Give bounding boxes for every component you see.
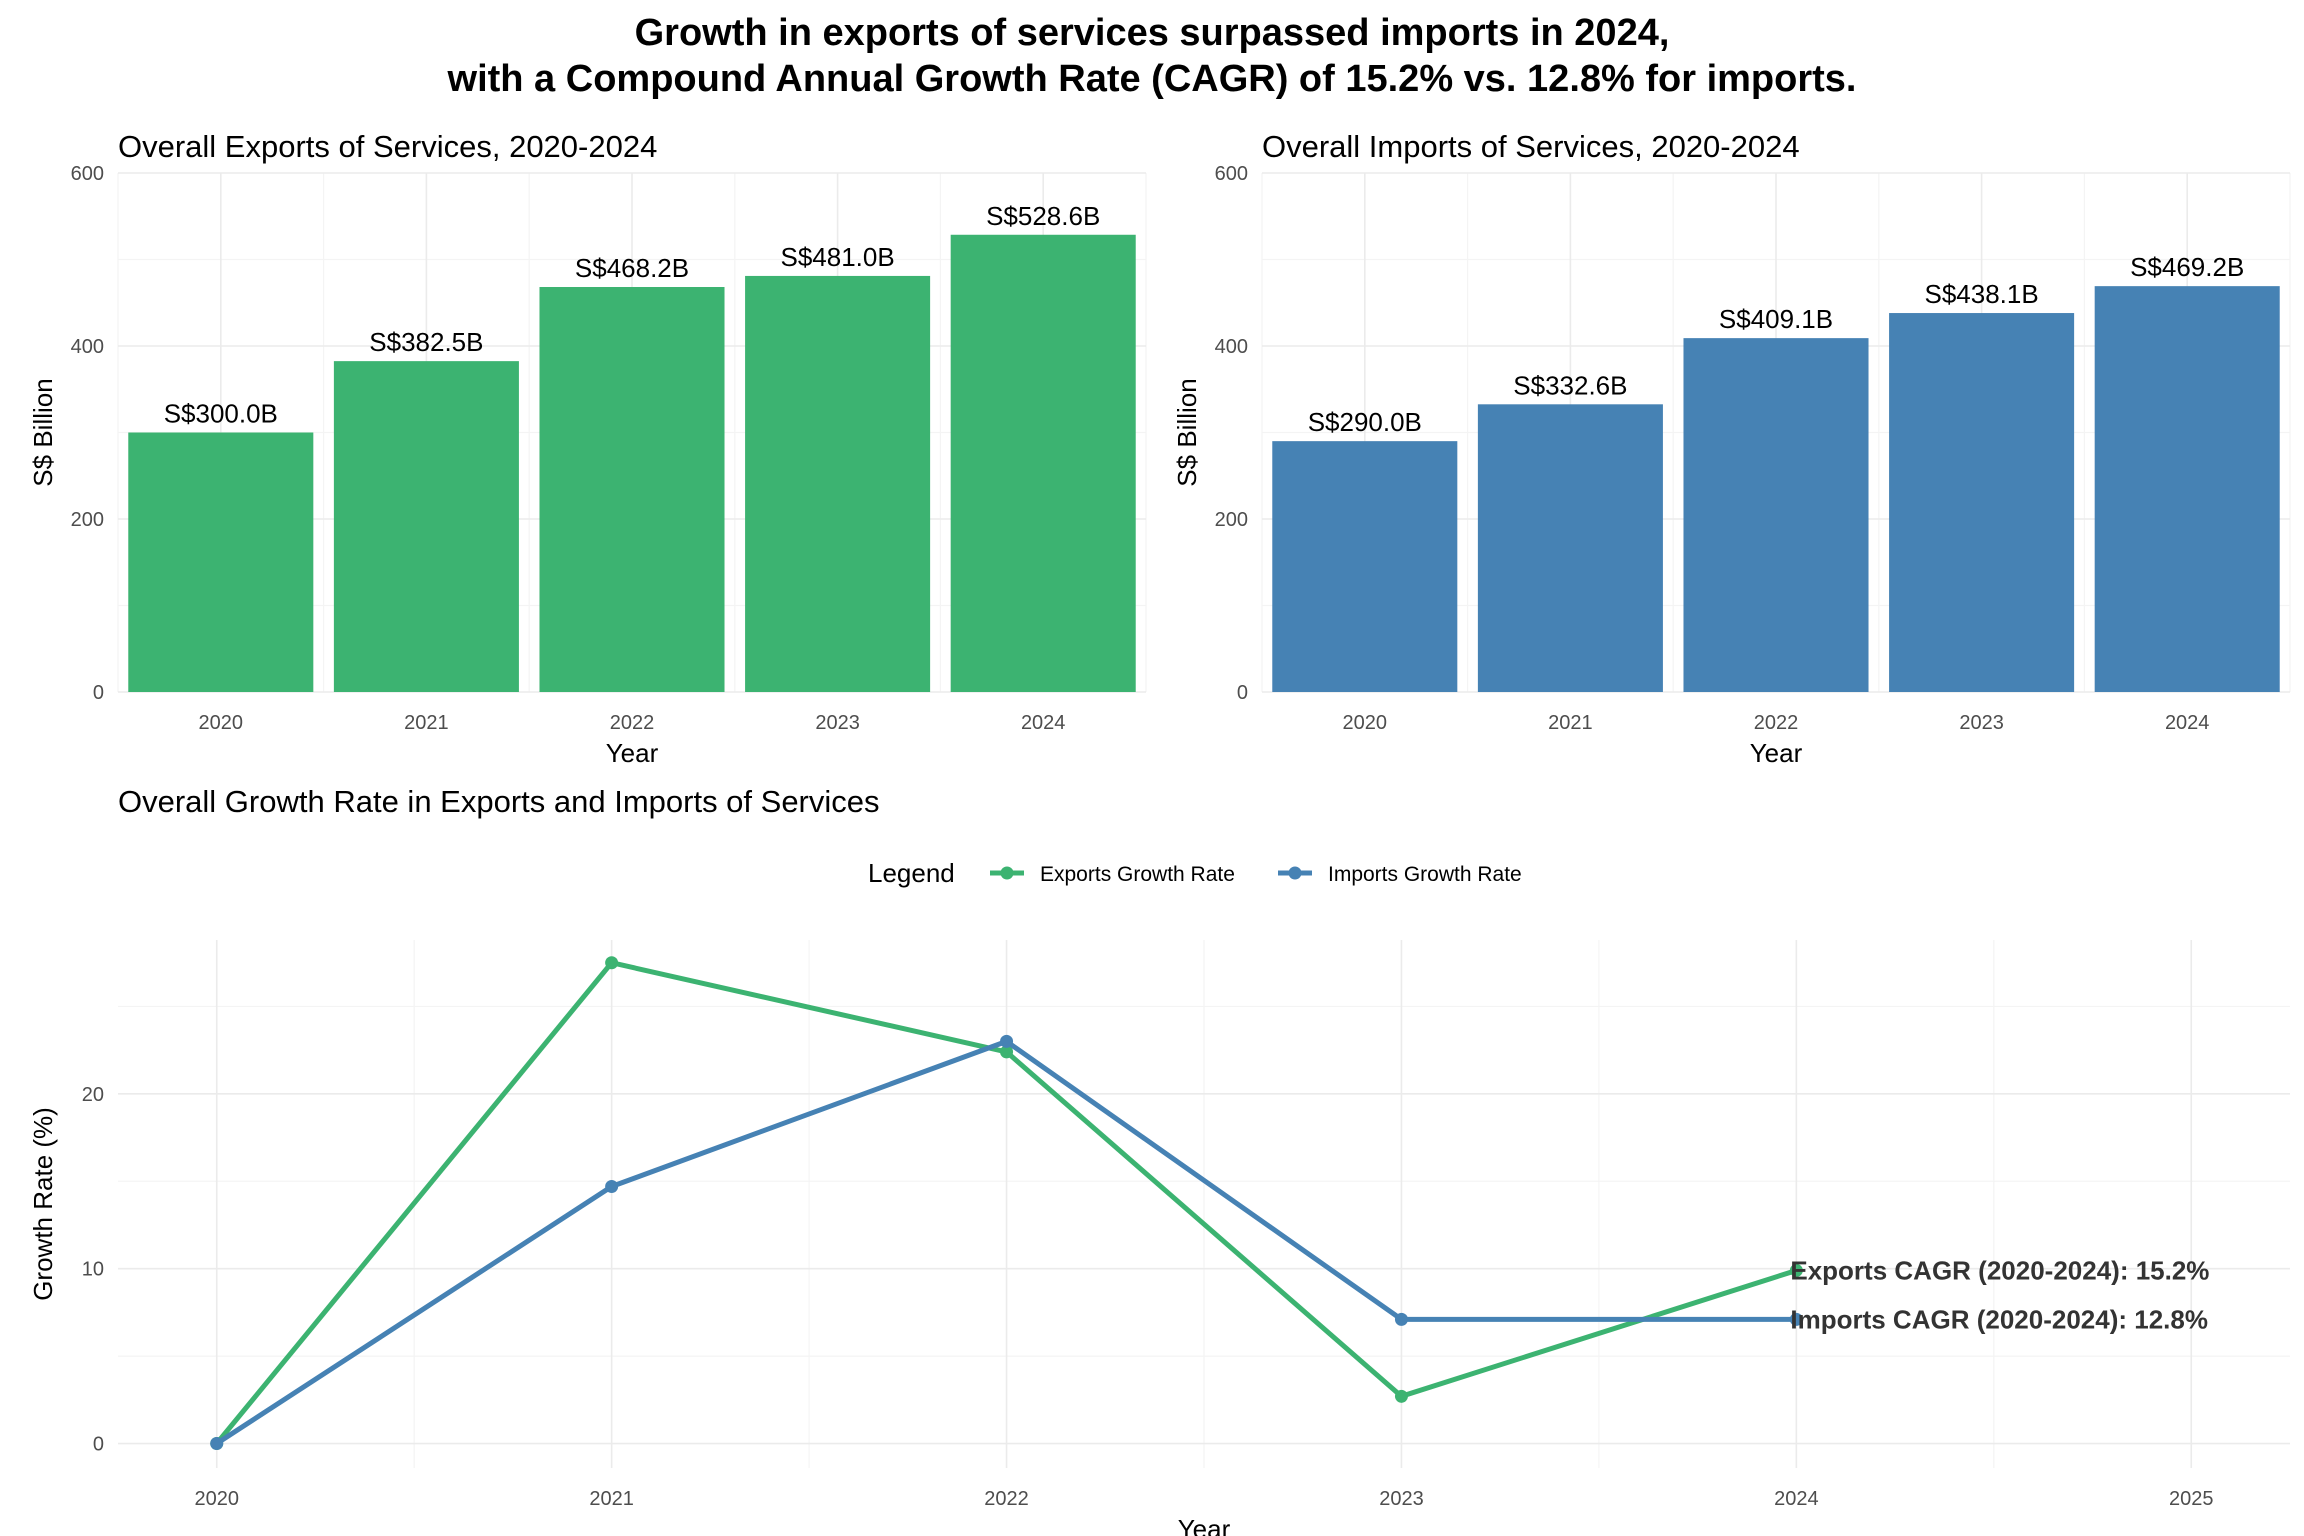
imports-bar-label: S$409.1B	[1719, 304, 1833, 334]
exports-y-tick-label: 600	[71, 163, 104, 185]
exports-bar	[333, 361, 519, 692]
growth-line-chart: Overall Growth Rate in Exports and Impor…	[28, 784, 2290, 1536]
imports-bar	[2094, 286, 2280, 692]
exports-bar	[745, 275, 931, 692]
imports-x-tick-label: 2020	[1343, 712, 1388, 734]
growth-y-tick-label: 0	[93, 1434, 104, 1456]
imports-y-tick-label: 400	[1215, 336, 1248, 358]
exports-bar-label: S$300.0B	[164, 399, 278, 429]
imports-y-axis-title: S$ Billion	[1172, 378, 1202, 486]
imports-x-axis-title: Year	[1750, 738, 1803, 768]
growth-legend: Legend Exports Growth Rate Imports Growth …	[868, 858, 1522, 888]
main-title-line1: Growth in exports of services surpassed …	[634, 12, 1670, 54]
exports-x-tick-label: 2022	[610, 712, 655, 734]
exports-bar-label: S$468.2B	[575, 253, 689, 283]
exports-x-tick-label: 2024	[1021, 712, 1066, 734]
exports-growth-point	[1394, 1389, 1408, 1403]
growth-x-tick-label: 2020	[194, 1488, 239, 1510]
exports-bar	[128, 432, 314, 692]
exports-legend-key-point	[1000, 866, 1014, 880]
exports-y-tick-label: 0	[93, 682, 104, 704]
exports-growth-point	[1000, 1045, 1014, 1059]
imports-bar	[1683, 338, 1869, 692]
exports-y-axis-title: S$ Billion	[28, 378, 58, 486]
growth-y-tick-label: 10	[82, 1259, 104, 1281]
exports-x-tick-label: 2021	[404, 712, 449, 734]
exports-bar-label: S$528.6B	[986, 201, 1100, 231]
imports-y-tick-label: 0	[1237, 682, 1248, 704]
exports-x-axis-title: Year	[606, 738, 659, 768]
imports-bar	[1889, 313, 2075, 692]
imports-legend-key-point	[1288, 866, 1302, 880]
growth-chart-title: Overall Growth Rate in Exports and Impor…	[118, 784, 880, 819]
imports-bar-label: S$469.2B	[2130, 252, 2244, 282]
exports-y-tick-label: 200	[71, 509, 104, 531]
exports-bar	[539, 287, 725, 692]
exports-bar-label: S$382.5B	[369, 327, 483, 357]
exports-y-tick-label: 400	[71, 336, 104, 358]
exports-legend-label: Exports Growth Rate	[1040, 863, 1235, 886]
exports-growth-point	[1789, 1263, 1803, 1277]
imports-x-tick-label: 2021	[1548, 712, 1593, 734]
growth-y-axis-title: Growth Rate (%)	[28, 1107, 58, 1301]
imports-chart-title: Overall Imports of Services, 2020-2024	[1262, 129, 1800, 164]
growth-x-tick-label: 2024	[1774, 1488, 1819, 1510]
imports-growth-point	[1789, 1312, 1803, 1326]
imports-y-tick-label: 600	[1215, 163, 1248, 185]
imports-bar	[1477, 404, 1663, 692]
imports-growth-point	[605, 1180, 619, 1194]
imports-bar	[1272, 441, 1458, 692]
growth-y-tick-label: 20	[82, 1084, 104, 1106]
imports-bar-label: S$438.1B	[1924, 279, 2038, 309]
imports-x-tick-label: 2023	[1959, 712, 2004, 734]
exports-chart-title: Overall Exports of Services, 2020-2024	[118, 129, 657, 164]
exports-x-tick-label: 2020	[199, 712, 244, 734]
exports-growth-point	[605, 956, 619, 970]
imports-y-tick-label: 200	[1215, 509, 1248, 531]
imports-growth-point	[1000, 1034, 1014, 1048]
exports-x-tick-label: 2023	[815, 712, 860, 734]
imports-bar-label: S$290.0B	[1308, 407, 1422, 437]
imports-bar-chart: Overall Imports of Services, 2020-2024 0…	[1172, 129, 2291, 768]
growth-x-tick-label: 2025	[2169, 1488, 2214, 1510]
imports-bar-label: S$332.6B	[1513, 370, 1627, 400]
main-title-line2: with a Compound Annual Growth Rate (CAGR…	[447, 58, 1857, 100]
exports-bar	[950, 234, 1136, 693]
exports-bar-chart: Overall Exports of Services, 2020-2024 0…	[28, 129, 1147, 768]
exports-bar-label: S$481.0B	[780, 242, 894, 272]
legend-title: Legend	[868, 858, 955, 888]
growth-x-axis-title: Year	[1178, 1514, 1231, 1536]
growth-x-tick-label: 2022	[984, 1488, 1029, 1510]
imports-cagr-annotation: Imports CAGR (2020-2024): 12.8%	[1790, 1304, 2208, 1334]
main-title: Growth in exports of services surpassed …	[0, 10, 2304, 102]
imports-growth-point	[1394, 1312, 1408, 1326]
exports-cagr-annotation: Exports CAGR (2020-2024): 15.2%	[1790, 1255, 2209, 1285]
growth-x-tick-label: 2021	[589, 1488, 634, 1510]
imports-growth-point	[210, 1437, 224, 1451]
imports-x-tick-label: 2022	[1754, 712, 1799, 734]
imports-x-tick-label: 2024	[2165, 712, 2210, 734]
growth-x-tick-label: 2023	[1379, 1488, 1424, 1510]
imports-legend-label: Imports Growth Rate	[1328, 863, 1522, 886]
